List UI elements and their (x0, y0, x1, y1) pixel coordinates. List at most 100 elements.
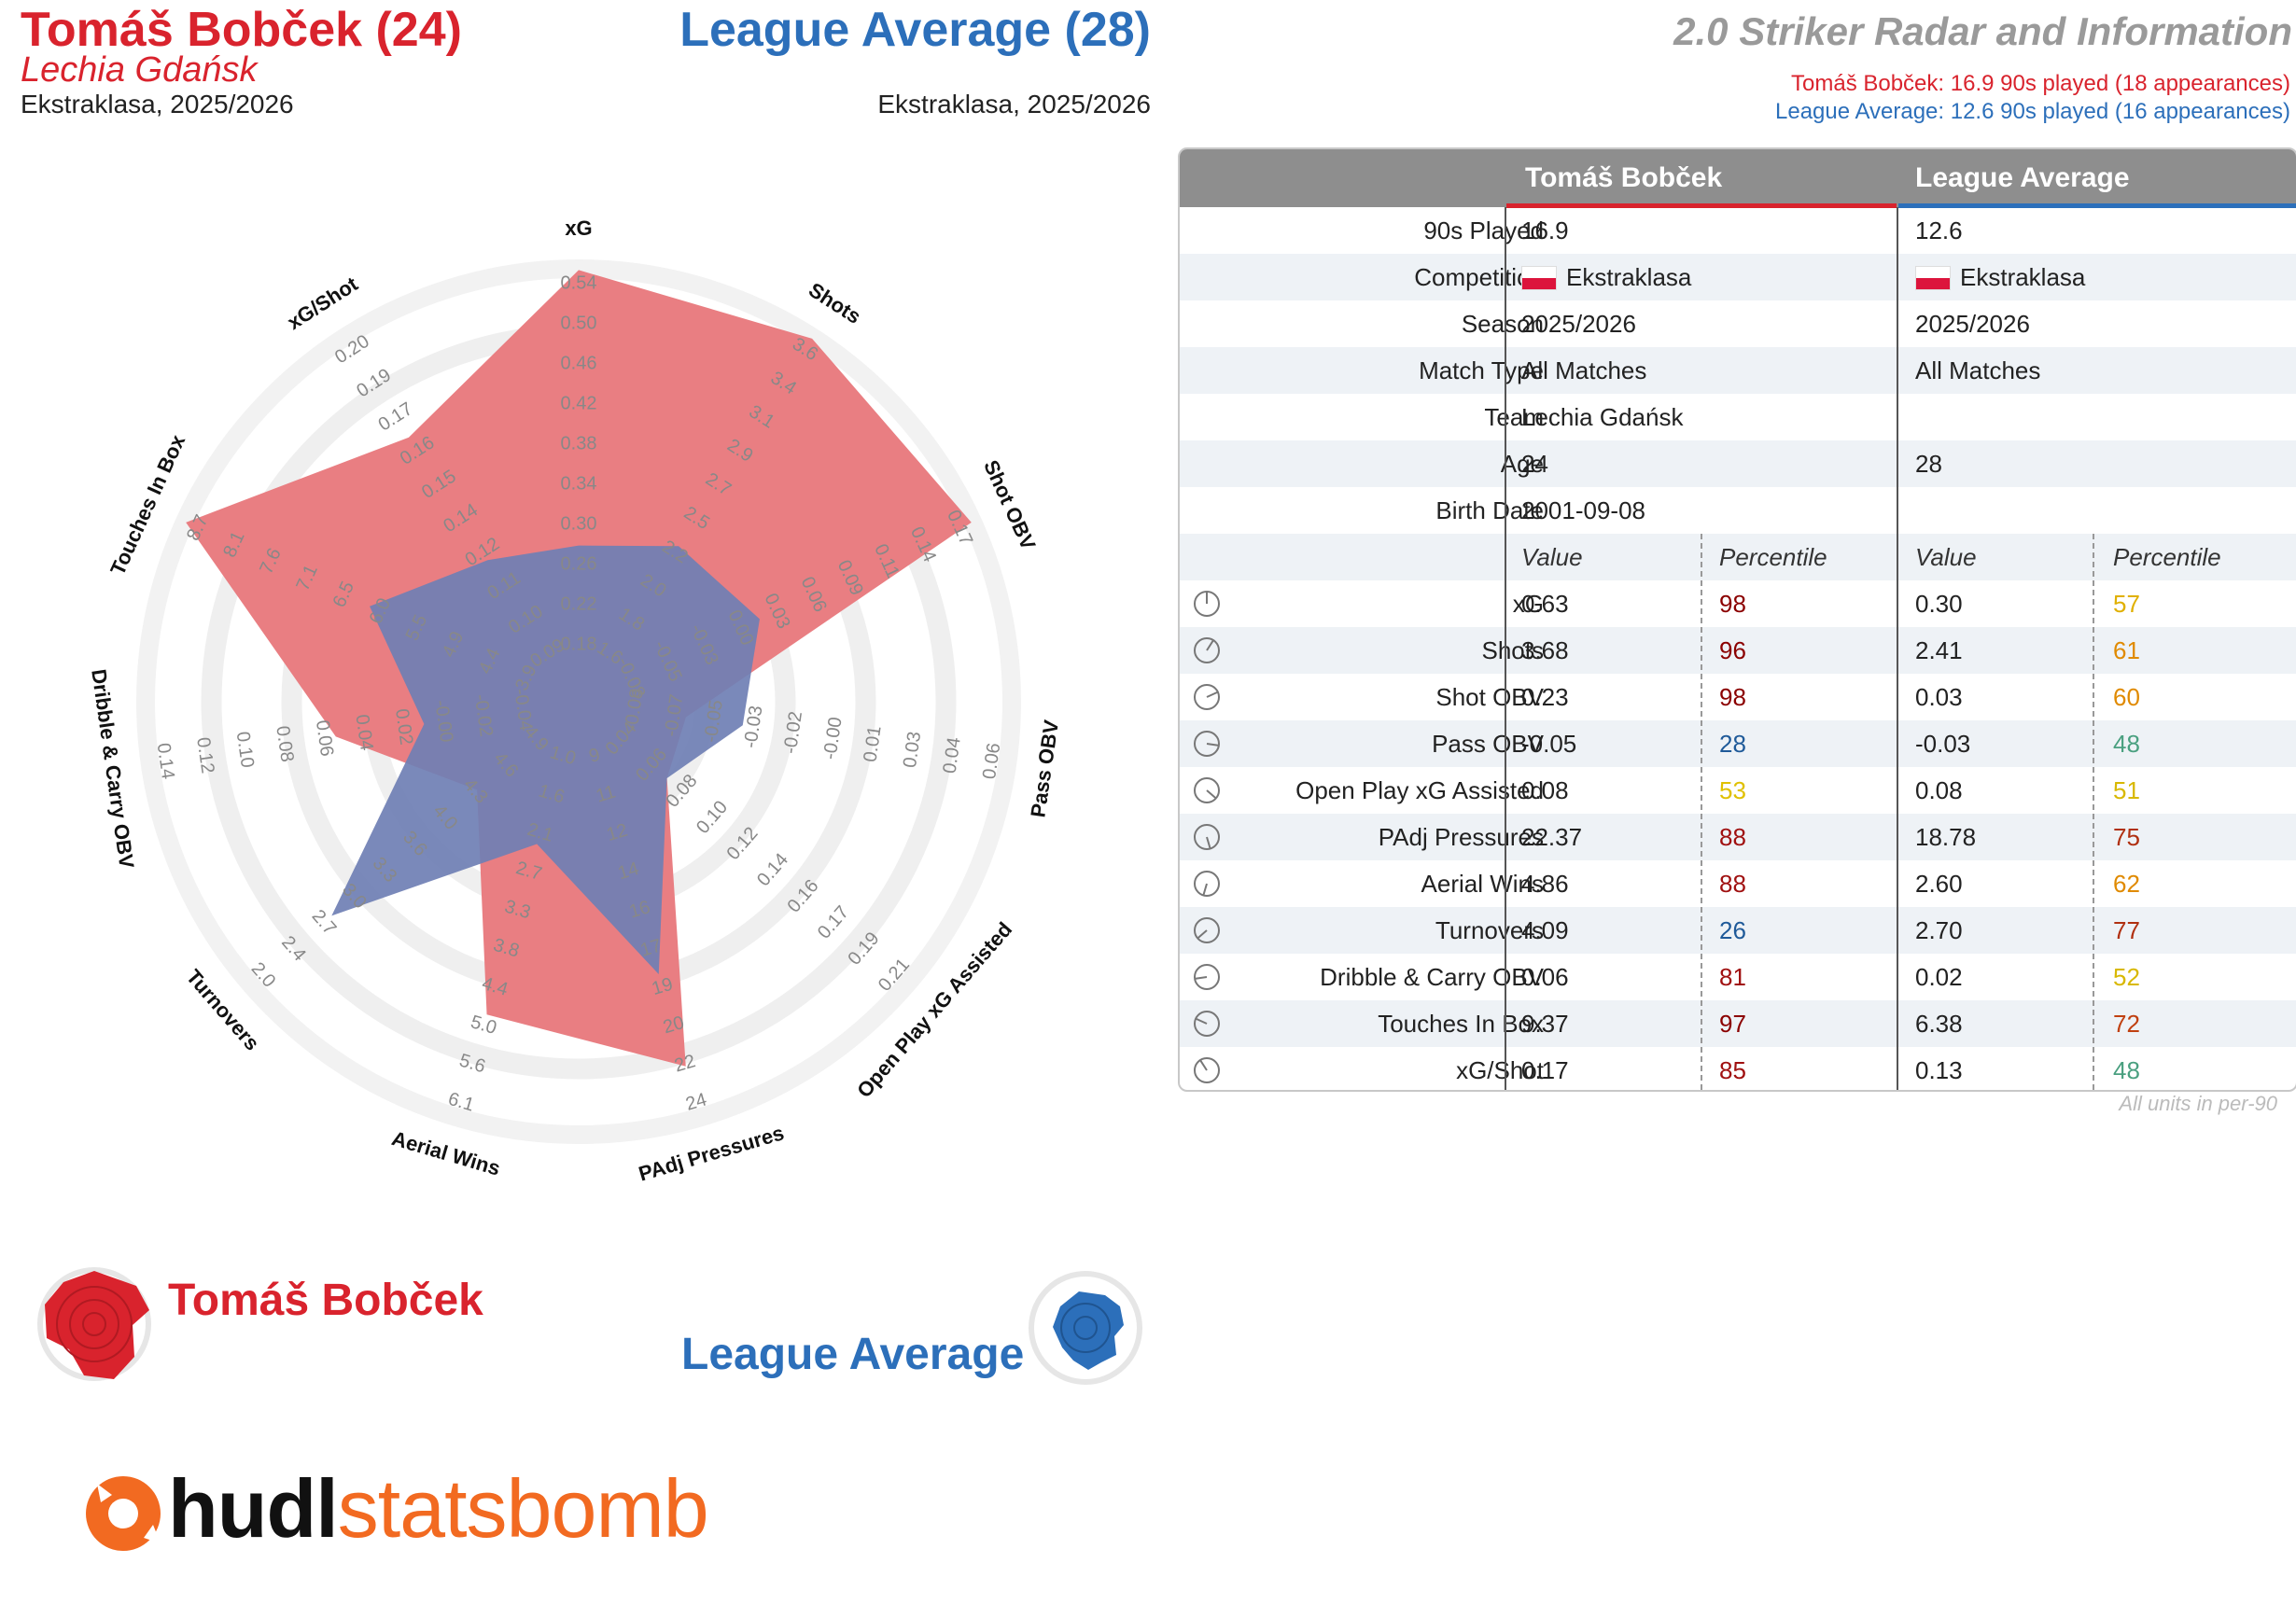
stat-pp: 88 (1719, 823, 1746, 851)
radar-tick-label: 0.17 (814, 902, 853, 943)
stat-dial-icon (1194, 777, 1220, 803)
stat-dial-icon (1194, 824, 1220, 850)
stat-pp: 98 (1719, 683, 1746, 711)
radar-title: 2.0 Striker Radar and Information (1673, 9, 2292, 53)
statsbomb-logo: hudlstatsbomb (168, 1462, 709, 1555)
radar-tick-label: 0.12 (192, 736, 217, 775)
info-average-value: 2025/2026 (1915, 310, 2030, 338)
info-label: Season (1461, 310, 1544, 338)
sub-header-percentile: Percentile (2113, 543, 2221, 571)
stat-pv: -0.05 (1521, 730, 1577, 758)
stat-dial-icon (1194, 871, 1220, 897)
table-header: Tomáš Bobček League Average (1180, 149, 2296, 208)
radar-tick-label: 0.14 (153, 742, 178, 781)
stat-row: Turnovers 4.09 26 2.70 77 (1180, 907, 2296, 954)
radar-tick-label: 0.08 (272, 724, 297, 763)
stat-label: Pass OBV (1432, 730, 1544, 758)
info-label: Birth Date (1435, 496, 1544, 524)
stat-dial-icon (1194, 684, 1220, 710)
info-table: Tomáš Bobček League Average 90s Played 16… (1178, 147, 2296, 1092)
statsbomb-logo-icon (86, 1476, 161, 1551)
info-row: Season 2025/2026 2025/2026 (1180, 300, 2296, 347)
stat-ap: 72 (2113, 1010, 2140, 1038)
average-minutes: League Average: 12.6 90s played (16 appe… (1775, 99, 2290, 124)
player-legend-icon (37, 1267, 151, 1381)
dash-average (2093, 534, 2094, 1090)
stat-ap: 60 (2113, 683, 2140, 711)
player-team: Lechia Gdańsk (21, 50, 258, 90)
stat-dial-icon (1194, 1057, 1220, 1083)
sub-header-row: Value Percentile Value Percentile (1180, 534, 2296, 580)
stat-ap: 77 (2113, 916, 2140, 944)
stat-av: 6.38 (1915, 1010, 1963, 1038)
average-col-bar (1898, 203, 2296, 208)
stat-av: 0.03 (1915, 683, 1963, 711)
sub-header-value: Value (1915, 543, 1977, 571)
stat-pv: 4.86 (1521, 870, 1569, 898)
radar-tick-label: 0.04 (940, 736, 965, 775)
stat-pp: 28 (1719, 730, 1746, 758)
info-average-value: All Matches (1915, 356, 2041, 384)
stat-pv: 0.23 (1521, 683, 1569, 711)
sub-header-value: Value (1521, 543, 1583, 571)
info-label: 90s Played (1423, 216, 1544, 244)
radar-axis-label: xG (565, 216, 592, 240)
stat-ap: 51 (2113, 776, 2140, 804)
stat-av: 2.70 (1915, 916, 1963, 944)
stat-pp: 88 (1719, 870, 1746, 898)
stat-pv: 0.63 (1521, 590, 1569, 618)
info-player-value: 2001-09-08 (1521, 496, 1645, 524)
radar-tick-label: 0.01 (860, 724, 885, 763)
radar-tick-label: 0.03 (900, 731, 925, 770)
info-label: Age (1500, 450, 1544, 478)
info-player-value: 16.9 (1521, 216, 1569, 244)
radar-tick-label: 0.06 (312, 719, 337, 758)
info-player-value: Lechia Gdańsk (1521, 403, 1684, 431)
stat-dial-icon (1194, 964, 1220, 990)
average-legend-label: League Average (681, 1330, 1025, 1379)
stat-dial-icon (1194, 917, 1220, 943)
stat-av: 2.60 (1915, 870, 1963, 898)
info-player-value: 2025/2026 (1521, 310, 1636, 338)
stat-label: Open Play xG Assisted (1295, 776, 1544, 804)
player-legend-label: Tomáš Bobček (168, 1276, 483, 1325)
player-title: Tomáš Bobček (24) (21, 3, 462, 57)
stat-label: Shots (1481, 636, 1545, 664)
stat-pv: 0.08 (1521, 776, 1569, 804)
divider-left (1505, 207, 1506, 1090)
stat-av: 0.08 (1915, 776, 1963, 804)
info-average-value: 28 (1915, 450, 1942, 478)
radar-axis-label: Dribble & Carry OBV (87, 668, 138, 871)
radar-chart: 0.18 0.22 0.26 0.30 0.34 0.38 0.42 0.46 0.50 0.54… (87, 216, 1063, 1186)
dash-player (1701, 534, 1702, 1090)
player-minutes: Tomáš Bobček: 16.9 90s played (18 appear… (1791, 71, 2290, 96)
radar-tick-label: 0.04 (351, 713, 376, 752)
stat-pp: 98 (1719, 590, 1746, 618)
radar-tick-label: 0.38 (561, 433, 597, 454)
radar-axis-label: Shots (805, 278, 865, 328)
stat-ap: 52 (2113, 963, 2140, 991)
stat-pv: 22.37 (1521, 823, 1583, 851)
stat-ap: 48 (2113, 1056, 2140, 1084)
stat-pv: 0.06 (1521, 963, 1569, 991)
stat-pp: 97 (1719, 1010, 1746, 1038)
stat-ap: 61 (2113, 636, 2140, 664)
stat-ap: 48 (2113, 730, 2140, 758)
stat-label: Turnovers (1435, 916, 1544, 944)
info-label: Match Type (1419, 356, 1544, 384)
stat-ap: 75 (2113, 823, 2140, 851)
stat-dial-icon (1194, 637, 1220, 663)
info-player-value: Ekstraklasa (1521, 263, 1691, 292)
stat-ap: 57 (2113, 590, 2140, 618)
radar-tick-label: 0.30 (561, 513, 597, 534)
stat-av: 18.78 (1915, 823, 1977, 851)
radar-tick-label: 0.26 (561, 553, 597, 574)
radar-outer-ring (136, 259, 1021, 1144)
radar-tick-label: 0.18 (561, 634, 597, 654)
stat-row: Shot OBV 0.23 98 0.03 60 (1180, 674, 2296, 720)
stat-pp: 96 (1719, 636, 1746, 664)
stat-av: 2.41 (1915, 636, 1963, 664)
units-note: All units in per-90 (2119, 1092, 2277, 1115)
info-player-value: All Matches (1521, 356, 1647, 384)
stat-row: Touches In Box 9.37 97 6.38 72 (1180, 1000, 2296, 1047)
